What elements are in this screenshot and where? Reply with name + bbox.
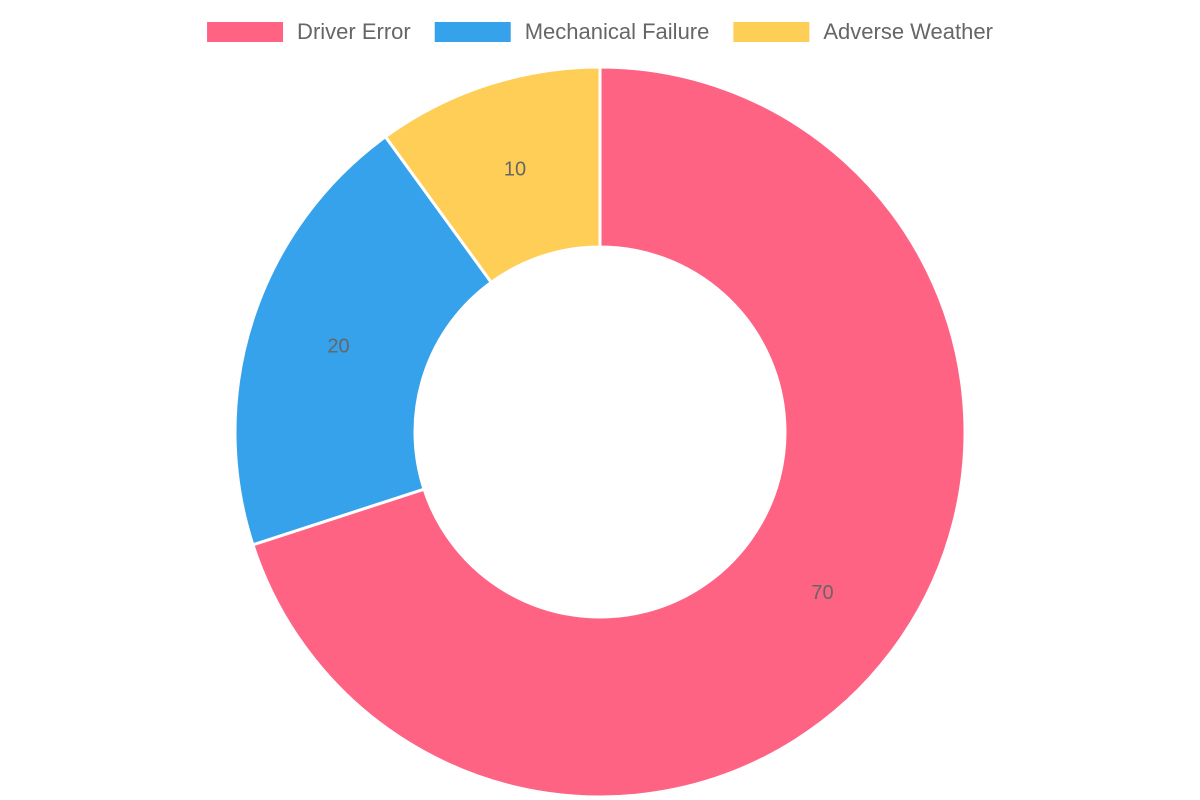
data-label: 10 <box>504 159 526 181</box>
legend-label: Driver Error <box>297 19 411 44</box>
legend-swatch <box>733 22 810 42</box>
legend-swatch <box>207 22 284 42</box>
slice <box>383 65 602 285</box>
legend-label: Mechanical Failure <box>525 19 710 44</box>
legend-item[interactable]: Adverse Weather <box>733 19 993 44</box>
slice <box>233 134 494 547</box>
legend: Driver Error Mechanical Failure Adverse We… <box>207 19 993 44</box>
data-label: 20 <box>327 335 349 357</box>
legend-item[interactable]: Driver Error <box>207 19 411 44</box>
legend-label: Adverse Weather <box>823 19 993 44</box>
legend-item[interactable]: Mechanical Failure <box>434 19 710 44</box>
data-label: 70 <box>811 582 833 604</box>
slice <box>250 65 967 799</box>
legend-swatch <box>434 22 511 42</box>
